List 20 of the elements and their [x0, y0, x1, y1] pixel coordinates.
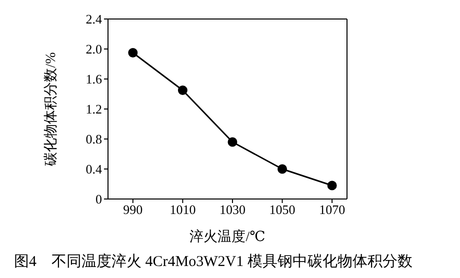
point: [128, 48, 138, 58]
point: [278, 164, 288, 174]
y-axis-title: 碳化物体积分数/%: [42, 52, 59, 167]
y-tick-label: 0.8: [86, 132, 102, 147]
x-tick-label: 990: [123, 202, 143, 218]
y-tick-label: 0.4: [86, 162, 102, 177]
y-tick-label: 0: [96, 192, 102, 207]
x-axis-title: 淬火温度/℃: [190, 229, 266, 245]
y-tick-label: 2.0: [86, 42, 102, 57]
y-tick-label: 1.6: [86, 72, 102, 87]
x-tick-label: 1030: [219, 202, 246, 218]
point: [327, 180, 337, 190]
y-tick-label: 1.2: [86, 102, 102, 117]
x-tick-label: 1050: [269, 202, 296, 218]
x-tick-label: 1010: [170, 202, 196, 218]
x-tick-label: 1070: [319, 202, 346, 218]
caption: 图4 不同温度淬火 4Cr4Mo3W2V1 模具钢中碳化物体积分数: [13, 252, 414, 271]
point: [228, 137, 238, 147]
y-tick-label: 2.4: [86, 12, 102, 27]
point: [178, 86, 188, 95]
